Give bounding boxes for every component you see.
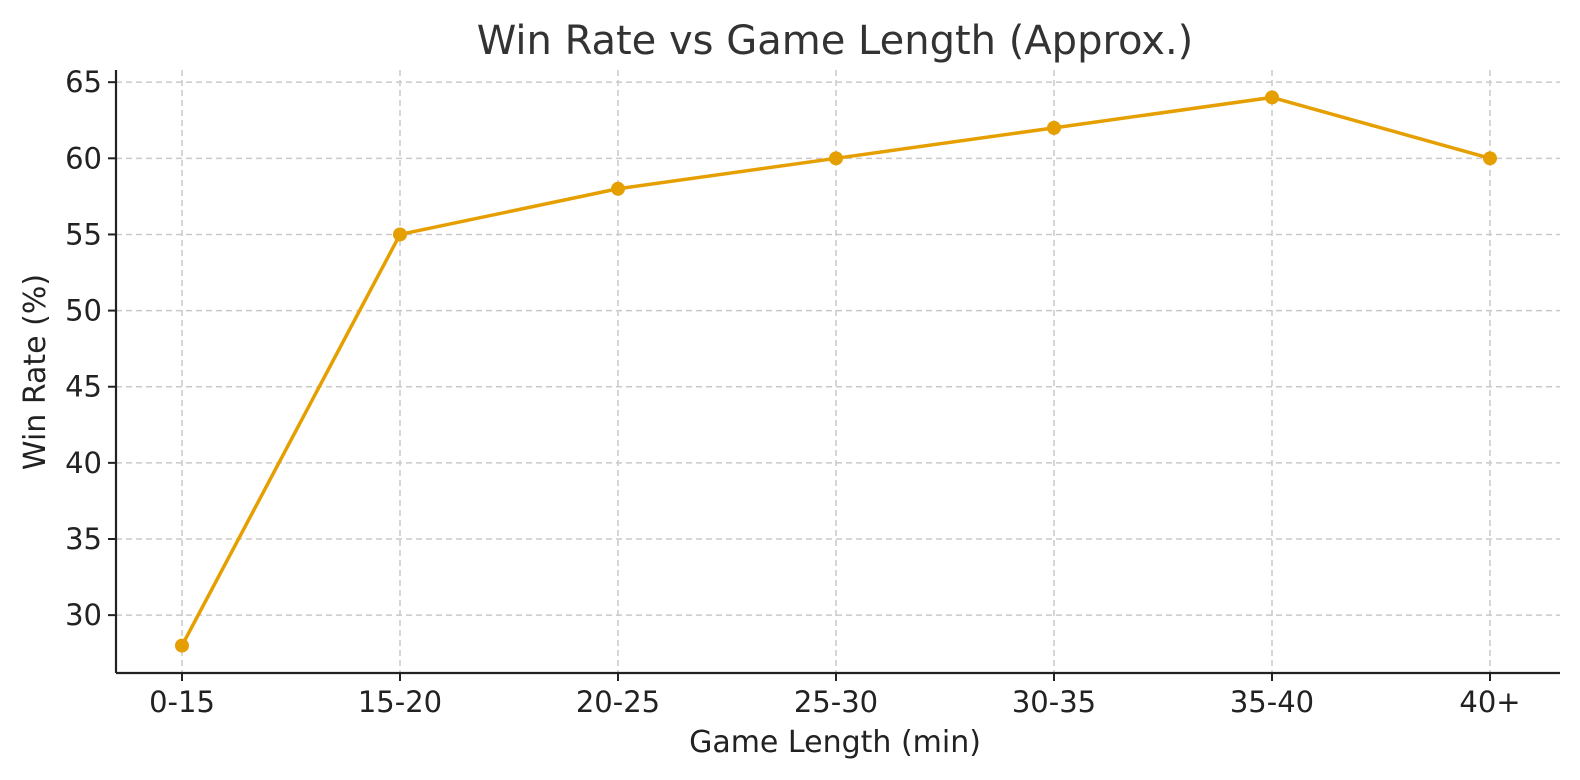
data-point xyxy=(1483,151,1497,166)
y-tick-label: 30 xyxy=(65,598,102,632)
x-tick-label: 40+ xyxy=(1459,685,1520,719)
y-tick-label: 60 xyxy=(65,141,102,175)
x-tick-label: 30-35 xyxy=(1012,685,1096,719)
x-tick-label: 0-15 xyxy=(149,685,215,719)
y-tick-labels: 30 35 40 45 50 55 60 65 xyxy=(65,65,116,632)
data-point xyxy=(1047,120,1061,135)
data-point xyxy=(175,638,189,653)
y-tick-label: 45 xyxy=(65,370,102,404)
data-series xyxy=(175,90,1497,653)
y-tick-label: 55 xyxy=(65,217,102,251)
x-tick-label: 35-40 xyxy=(1230,685,1314,719)
data-point xyxy=(611,181,625,196)
x-axis-label: Game Length (min) xyxy=(689,725,981,760)
y-tick-label: 50 xyxy=(65,294,102,328)
y-tick-label: 40 xyxy=(65,446,102,480)
chart-title: Win Rate vs Game Length (Approx.) xyxy=(477,18,1194,64)
y-tick-label: 35 xyxy=(65,522,102,556)
data-point xyxy=(393,227,407,242)
x-tick-label: 25-30 xyxy=(794,685,878,719)
y-axis-label: Win Rate (%) xyxy=(18,274,53,470)
data-point xyxy=(1265,90,1279,105)
x-tick-label: 15-20 xyxy=(358,685,442,719)
y-tick-label: 65 xyxy=(65,65,102,99)
grid-lines xyxy=(116,70,1560,673)
data-point xyxy=(829,151,843,166)
x-tick-label: 20-25 xyxy=(576,685,660,719)
x-tick-labels: 0-15 15-20 20-25 25-30 30-35 35-40 40+ xyxy=(149,673,1521,719)
axes xyxy=(114,70,1560,675)
